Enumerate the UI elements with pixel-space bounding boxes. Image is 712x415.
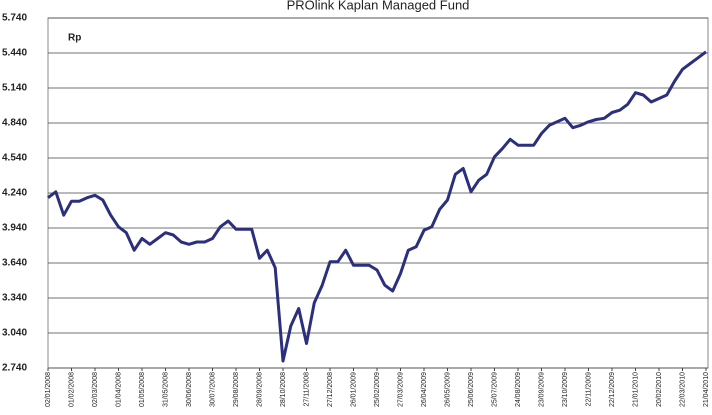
- x-tick-label: 31/05/2008: [162, 372, 169, 407]
- x-tick-label: 30/07/2008: [209, 372, 216, 407]
- x-tick-label: 02/01/2008: [45, 372, 52, 407]
- y-tick-label: 5.140: [2, 83, 27, 94]
- x-tick-label: 24/08/2009: [515, 372, 522, 407]
- x-tick-label: 01/04/2008: [115, 372, 122, 407]
- x-tick-label: 27/12/2008: [327, 372, 334, 407]
- x-tick-label: 29/08/2008: [233, 372, 240, 407]
- x-tick-label: 23/09/2009: [538, 372, 545, 407]
- x-tick-label: 28/10/2008: [280, 372, 287, 407]
- y-tick-label: 3.640: [2, 258, 27, 269]
- x-tick-label: 26/04/2009: [421, 372, 428, 407]
- y-tick-label: 3.940: [2, 223, 27, 234]
- x-tick-label: 02/03/2008: [92, 372, 99, 407]
- y-tick-label: 2.740: [2, 363, 27, 374]
- y-tick-label: 5.740: [2, 13, 27, 24]
- x-tick-label: 22/12/2009: [609, 372, 616, 407]
- x-tick-label: 22/03/2010: [679, 372, 686, 407]
- x-tick-label: 27/03/2009: [397, 372, 404, 407]
- y-tick-label: 3.340: [2, 293, 27, 304]
- y-tick-label: 3.040: [2, 328, 27, 339]
- chart-title: PROlink Kaplan Managed Fund: [287, 0, 470, 12]
- x-tick-label: 20/02/2010: [656, 372, 663, 407]
- x-tick-label: 01/02/2008: [68, 372, 75, 407]
- y-tick-label: 4.840: [2, 118, 27, 129]
- x-tick-label: 21/04/2010: [703, 372, 710, 407]
- x-tick-label: 28/09/2008: [256, 372, 263, 407]
- x-tick-label: 26/05/2009: [444, 372, 451, 407]
- y-tick-label: 4.540: [2, 153, 27, 164]
- x-tick-label: 26/01/2009: [350, 372, 357, 407]
- x-tick-label: 01/05/2008: [139, 372, 146, 407]
- series-line: [47, 50, 707, 363]
- x-tick-label: 23/10/2009: [562, 372, 569, 407]
- x-tick-label: 21/01/2010: [632, 372, 639, 407]
- y-tick-label: 4.240: [2, 188, 27, 199]
- x-tick-label: 22/11/2009: [585, 372, 592, 407]
- x-tick-label: 27/11/2008: [303, 372, 310, 407]
- x-tick-label: 30/06/2008: [186, 372, 193, 407]
- x-tick-label: 25/06/2009: [468, 372, 475, 407]
- x-tick-label: 25/02/2009: [374, 372, 381, 407]
- x-tick-label: 25/07/2009: [491, 372, 498, 407]
- y-axis-label: Rp: [68, 33, 81, 44]
- y-tick-label: 5.440: [2, 48, 27, 59]
